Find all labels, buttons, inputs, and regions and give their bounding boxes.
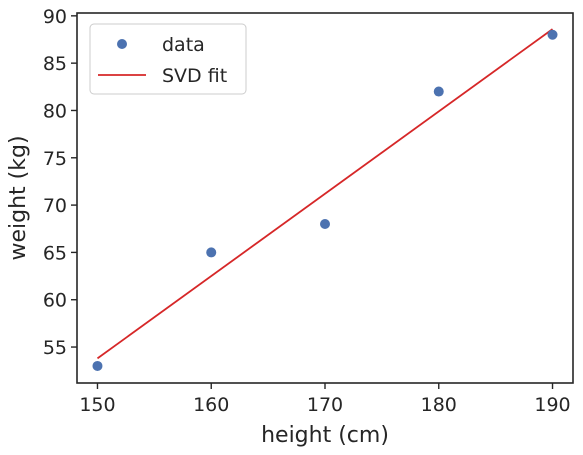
legend-box [89,23,247,95]
y-tick-label: 85 [43,53,67,75]
x-tick-label: 160 [193,394,229,416]
data-point [92,360,103,371]
x-tick-label: 150 [79,394,115,416]
data-point [547,29,558,40]
data-point [433,86,444,97]
x-tick-label: 190 [534,394,570,416]
x-tick-label: 180 [421,394,457,416]
axes: 150 160 170 180 190 55 60 65 70 75 80 85 90 [43,6,571,416]
legend-label-data: data [162,34,205,56]
x-tick-label: 170 [307,394,343,416]
data-point [206,247,217,258]
legend: data SVD fit [89,23,247,95]
legend-label-svd-fit: SVD fit [162,65,227,87]
y-tick-label: 65 [43,242,67,264]
x-axis-label: height (cm) [261,423,389,448]
fit-line [96,28,554,360]
data-point [320,219,330,230]
y-tick-label: 55 [43,337,67,359]
y-tick-label: 70 [43,195,67,217]
y-tick-label: 90 [43,6,67,28]
y-tick-label: 80 [43,100,67,122]
y-axis-label: weight (kg) [6,135,31,260]
legend-marker-data [117,39,127,49]
plot-area [92,28,558,371]
y-tick-label: 75 [43,148,67,170]
y-tick-label: 60 [43,290,67,312]
